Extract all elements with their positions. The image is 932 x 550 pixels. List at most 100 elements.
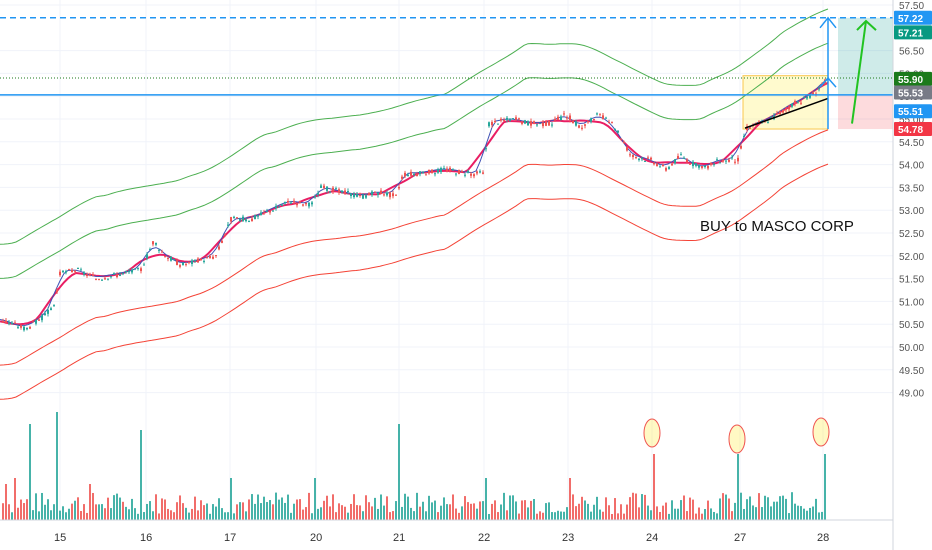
candle-body: [221, 240, 223, 243]
volume-bar: [179, 495, 181, 520]
volume-bar: [437, 512, 439, 520]
volume-bar: [107, 497, 109, 520]
candle-body: [545, 121, 547, 126]
candle-body: [359, 194, 361, 196]
volume-bar: [374, 497, 376, 520]
candle-body: [758, 121, 760, 123]
volume-bar: [389, 512, 391, 520]
candle-body: [500, 118, 502, 121]
volume-bar: [782, 495, 784, 520]
candle-body: [140, 268, 142, 272]
volume-bar: [269, 500, 271, 520]
volume-bar: [809, 507, 811, 520]
candle-body: [362, 195, 364, 199]
candle-body: [356, 193, 358, 197]
volume-bar: [815, 498, 817, 520]
volume-bar: [380, 494, 382, 520]
grid-lines: [0, 0, 893, 520]
volume-bar: [299, 499, 301, 520]
candle-body: [176, 260, 178, 266]
volume-bar: [662, 505, 664, 520]
volume-bar: [641, 494, 643, 520]
volume-bar: [449, 504, 451, 520]
volume-bar: [275, 492, 277, 520]
volume-bars: [2, 412, 830, 520]
volume-bar: [416, 492, 418, 520]
volume-bar: [650, 510, 652, 520]
volume-bar: [428, 495, 430, 520]
volume-bar: [251, 494, 253, 520]
time-axis[interactable]: 15 16 17 20 21 22 23 24 27 28: [0, 519, 893, 544]
volume-bar: [347, 512, 349, 520]
price-badge: [894, 122, 932, 137]
volume-bar: [359, 505, 361, 520]
annotation-label: BUY to MASCO CORP: [700, 218, 854, 235]
candle-body: [308, 202, 310, 207]
volume-bar: [305, 507, 307, 520]
candle-body: [518, 118, 520, 120]
volume-bar: [131, 498, 133, 520]
volume-bar: [326, 495, 328, 520]
volume-bar: [560, 511, 562, 520]
volume-bar: [620, 504, 622, 520]
volume-bar: [377, 508, 379, 520]
candle-body: [92, 274, 94, 277]
volume-bar: [743, 508, 745, 520]
volume-bar: [230, 478, 232, 520]
candle-body: [332, 187, 334, 192]
volume-bar: [125, 506, 127, 520]
volume-bar: [578, 503, 580, 520]
candle-body: [347, 191, 349, 193]
candle-body: [614, 128, 616, 130]
candle-body: [683, 157, 685, 159]
candle-body: [38, 319, 40, 321]
volume-bar: [554, 512, 556, 520]
candle-body: [581, 127, 583, 129]
candle-body: [14, 322, 16, 324]
candle-body: [767, 122, 769, 124]
volume-bar: [704, 509, 706, 520]
candle-body: [722, 159, 724, 162]
volume-bar: [197, 510, 199, 520]
price-axis[interactable]: 57.5056.5056.0055.5055.0054.5054.0053.50…: [892, 0, 932, 550]
volume-bar: [407, 496, 409, 520]
date-tick-label: 21: [393, 532, 405, 544]
volume-bar: [392, 511, 394, 520]
candle-body: [11, 322, 13, 325]
volume-bar: [716, 513, 718, 520]
volume-bar: [800, 506, 802, 520]
candle-body: [521, 121, 523, 124]
projection-arrow-top: [819, 16, 837, 29]
candle-body: [53, 304, 55, 306]
volume-bar: [233, 513, 235, 520]
candle-body: [335, 188, 337, 190]
candle-body: [527, 121, 529, 126]
volume-bar: [242, 502, 244, 520]
candle-body: [8, 322, 10, 324]
candle-body: [716, 159, 718, 161]
candle-body: [374, 191, 376, 193]
candle-body: [320, 185, 322, 188]
candle-body: [602, 115, 604, 119]
candle-body: [290, 202, 292, 204]
volume-bar: [413, 511, 415, 520]
volume-bar: [794, 503, 796, 520]
envelope-bands: [0, 8, 829, 400]
candle-body: [542, 122, 544, 127]
volume-bar: [698, 507, 700, 520]
volume-bar: [386, 496, 388, 520]
volume-bar: [236, 504, 238, 520]
volume-bar: [503, 492, 505, 520]
volume-bar: [248, 499, 250, 520]
volume-bar: [341, 505, 343, 520]
volume-bar: [695, 513, 697, 520]
candle-body: [119, 274, 121, 276]
volume-bar: [272, 504, 274, 520]
volume-bar: [719, 498, 721, 520]
candle-body: [146, 254, 148, 259]
candle-body: [368, 192, 370, 196]
candle-body: [464, 174, 466, 176]
volume-bar: [350, 503, 352, 520]
volume-bar: [98, 504, 100, 520]
volume-bar: [200, 500, 202, 520]
